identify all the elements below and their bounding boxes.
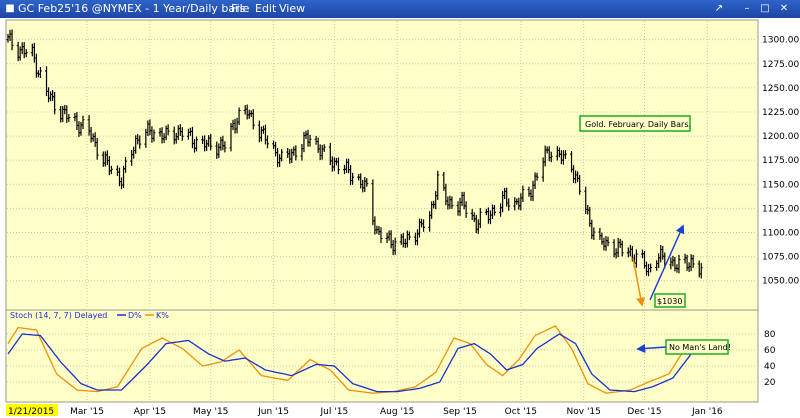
x-tick-label: Dec '15 bbox=[627, 407, 661, 417]
price-tick-label: 1250.00 bbox=[762, 84, 799, 94]
price-tick-label: 1125.00 bbox=[762, 204, 799, 214]
arrow-blue-left bbox=[636, 343, 667, 353]
price-tick-label: 1050.00 bbox=[762, 277, 799, 287]
close-icon[interactable]: ✕ bbox=[779, 3, 789, 14]
stoch-tick-label: 60 bbox=[764, 346, 776, 356]
price-tick-label: 1175.00 bbox=[762, 156, 799, 166]
menu-view[interactable]: View bbox=[279, 2, 306, 15]
stoch-legend: Stoch (14, 7, 7) Delayed D% K% bbox=[10, 311, 169, 320]
chart-area: 1050.00 1075.00 1100.00 1125.00 1150.00 1175.… bbox=[0, 18, 800, 418]
app-icon[interactable]: ■ bbox=[5, 3, 15, 14]
x-tick-label: Apr '15 bbox=[134, 407, 166, 417]
current-date-bg bbox=[6, 404, 58, 416]
legend-d-label: D% bbox=[128, 311, 142, 320]
stoch-title: Stoch (14, 7, 7) Delayed bbox=[10, 311, 107, 320]
stoch-axis: 20 40 60 80 bbox=[764, 330, 776, 388]
x-tick-label: Jan '16 bbox=[691, 407, 723, 417]
stoch-line-d bbox=[7, 333, 702, 393]
x-tick-label: Mar '15 bbox=[70, 407, 104, 417]
annotation-gold-box bbox=[579, 115, 691, 132]
price-tick-label: 1200.00 bbox=[762, 132, 799, 142]
annotation-gold: Gold. February. Daily Bars. bbox=[579, 115, 691, 132]
link-icon[interactable]: ↗ bbox=[714, 3, 724, 14]
x-tick-label: Sep '15 bbox=[443, 407, 477, 417]
date-axis: 1/21/2015 Mar '15 Apr '15 May '15 Jun '15 Jul… bbox=[6, 404, 723, 417]
price-axis: 1050.00 1075.00 1100.00 1125.00 1150.00 1175.… bbox=[762, 36, 799, 287]
stoch-tick-label: 20 bbox=[764, 378, 776, 388]
annotation-price-box bbox=[654, 293, 686, 308]
stoch-tick-label: 40 bbox=[764, 362, 776, 372]
stoch-line-k bbox=[7, 325, 702, 394]
annotation-gold-text: Gold. February. Daily Bars. bbox=[585, 120, 691, 129]
x-tick-label: Jul '15 bbox=[320, 407, 349, 417]
price-bars bbox=[6, 29, 703, 279]
x-tick-label: May '15 bbox=[193, 407, 228, 417]
menu-edit[interactable]: Edit bbox=[255, 2, 277, 15]
annotation-price: $1030 bbox=[654, 293, 686, 308]
menu-file[interactable]: File bbox=[231, 2, 250, 15]
price-tick-label: 1275.00 bbox=[762, 60, 799, 70]
price-tick-label: 1075.00 bbox=[762, 253, 799, 263]
price-tick-label: 1150.00 bbox=[762, 180, 799, 190]
x-tick-label: Nov '15 bbox=[567, 407, 601, 417]
arrow-orange bbox=[632, 257, 646, 307]
maximize-icon[interactable]: □ bbox=[760, 3, 770, 14]
window-title: GC Feb25'16 @NYMEX - 1 Year/Daily bars bbox=[18, 2, 246, 15]
legend-k-label: K% bbox=[156, 311, 169, 320]
annotation-nomansland: No Man's Land! bbox=[665, 339, 731, 355]
stoch-lines bbox=[7, 325, 702, 394]
stoch-panel bbox=[5, 309, 759, 403]
grid bbox=[7, 21, 757, 401]
x-tick-label: Oct '15 bbox=[505, 407, 537, 417]
price-tick-label: 1300.00 bbox=[762, 36, 799, 46]
arrow-blue-up bbox=[649, 224, 685, 301]
x-tick-label: Jun '15 bbox=[257, 407, 289, 417]
title-bar: ■ GC Feb25'16 @NYMEX - 1 Year/Daily bars… bbox=[0, 0, 800, 18]
price-tick-label: 1225.00 bbox=[762, 108, 799, 118]
annotation-nomansland-text: No Man's Land! bbox=[669, 343, 731, 352]
x-tick-label: Aug '15 bbox=[380, 407, 414, 417]
annotation-price-text: $1030 bbox=[657, 297, 682, 306]
price-tick-label: 1100.00 bbox=[762, 229, 799, 239]
minimize-icon[interactable]: – bbox=[744, 3, 750, 14]
stoch-tick-label: 80 bbox=[764, 330, 776, 340]
x-tick-label: 1/21/2015 bbox=[8, 407, 54, 417]
